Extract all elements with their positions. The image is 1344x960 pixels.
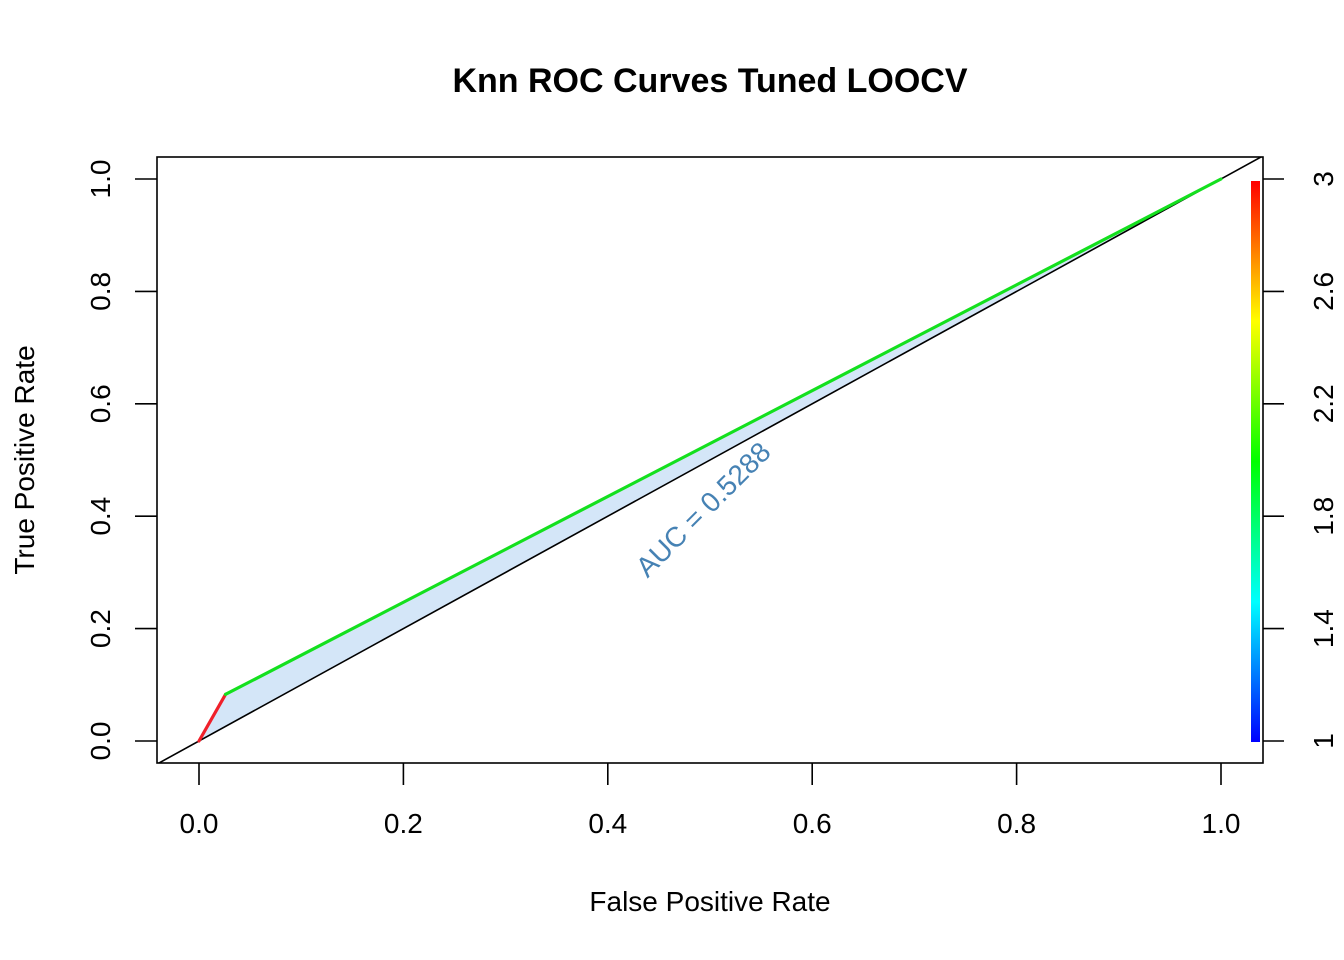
x-tick-label: 0.4: [588, 808, 627, 839]
x-tick-label: 1.0: [1202, 808, 1241, 839]
roc-segment: [223, 177, 1223, 696]
colorbar-tick-label: 1.4: [1308, 609, 1339, 648]
x-axis: 0.0 0.2 0.4 0.6 0.8 1.0: [180, 763, 1241, 839]
plot-area: AUC = 0.5288: [156, 156, 1264, 764]
y-tick-label: 0.4: [85, 497, 116, 536]
x-tick-label: 0.2: [384, 808, 423, 839]
y-tick-label: 0.6: [85, 384, 116, 423]
colorbar-strip: [1251, 181, 1260, 742]
colorbar-tick-label: 2.6: [1308, 272, 1339, 311]
x-tick-label: 0.8: [997, 808, 1036, 839]
y-tick-label: 0.8: [85, 272, 116, 311]
colorbar-tick-label: 2.2: [1308, 384, 1339, 423]
chart-title: Knn ROC Curves Tuned LOOCV: [452, 62, 967, 100]
colorbar-tick-label: 3: [1308, 171, 1339, 187]
y-tick-label: 0.2: [85, 609, 116, 648]
y-tick-label: 0.0: [85, 722, 116, 761]
x-tick-label: 0.6: [793, 808, 832, 839]
roc-curve: [197, 177, 1223, 743]
y-axis-label: True Positive Rate: [9, 345, 40, 574]
plot-frame: [156, 156, 1264, 764]
x-axis-label: False Positive Rate: [589, 886, 830, 917]
chance-diagonal: [157, 157, 1263, 763]
y-tick-label: 1.0: [85, 160, 116, 199]
roc-segment: [197, 692, 228, 743]
y-axis: 0.0 0.2 0.4 0.6 0.8 1.0: [85, 160, 157, 761]
colorbar-tick-label: 1: [1308, 733, 1339, 749]
x-tick-label: 0.0: [180, 808, 219, 839]
colorbar-tick-label: 1.8: [1308, 497, 1339, 536]
colorbar-legend: 1 1.4 1.8 2.2 2.6 3: [1251, 171, 1339, 749]
